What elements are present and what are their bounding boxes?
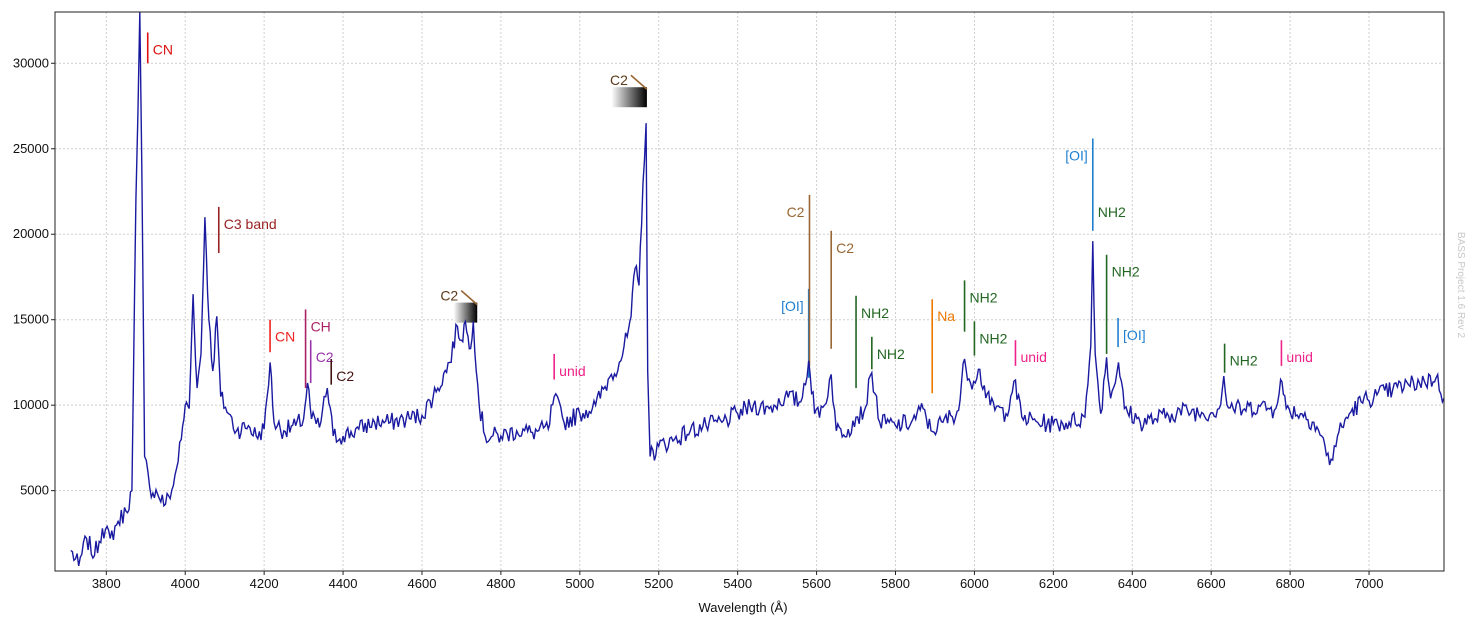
x-tick-label: 4800 xyxy=(486,576,515,591)
annotation-label: [OI] xyxy=(1123,327,1146,343)
x-tick-label: 5400 xyxy=(723,576,752,591)
x-tick-label: 3800 xyxy=(92,576,121,591)
y-axis-ticks: 5000 10000 15000 20000 25000 30000 xyxy=(13,55,55,498)
x-tick-label: 5800 xyxy=(881,576,910,591)
x-tick-label: 6600 xyxy=(1197,576,1226,591)
x-tick-label: 7000 xyxy=(1355,576,1384,591)
y-tick-label: 10000 xyxy=(13,397,49,412)
y-tick-label: 20000 xyxy=(13,226,49,241)
x-tick-label: 5000 xyxy=(565,576,594,591)
annotation-label: NH2 xyxy=(1098,204,1126,220)
annotation-label: NH2 xyxy=(877,346,905,362)
annotation-label: NH2 xyxy=(1230,353,1258,369)
x-tick-label: 6400 xyxy=(1118,576,1147,591)
annotation-label: C2 xyxy=(336,368,354,384)
y-tick-label: 25000 xyxy=(13,141,49,156)
x-tick-label: 4200 xyxy=(250,576,279,591)
x-tick-label: 5200 xyxy=(644,576,673,591)
y-tick-label: 30000 xyxy=(13,55,49,70)
x-tick-label: 6000 xyxy=(960,576,989,591)
annotation-label: C3 band xyxy=(224,216,277,232)
annotation-label: C2 xyxy=(836,240,854,256)
annotation-label: NH2 xyxy=(979,330,1007,346)
annotation-label: [OI] xyxy=(1065,148,1088,164)
x-tick-label: 4000 xyxy=(171,576,200,591)
y-tick-label: 15000 xyxy=(13,312,49,327)
annotation-label: unid xyxy=(1286,349,1312,365)
x-axis-label: Wavelength (Å) xyxy=(698,600,787,615)
x-axis-ticks: 3800 4000 4200 4400 4600 4800 5000 5200 5400 5600… xyxy=(92,571,1384,591)
band-label: C2 xyxy=(440,288,458,304)
x-tick-label: 4600 xyxy=(408,576,437,591)
annotation-label: NH2 xyxy=(1112,264,1140,280)
annotation-label: [OI] xyxy=(781,298,804,314)
band-head-line xyxy=(460,290,478,306)
watermark-text: BASS Project 1.6 Rev 2 xyxy=(1455,232,1466,339)
annotation-label: unid xyxy=(1020,349,1046,365)
grid-lines xyxy=(55,12,1444,571)
annotation-label: Na xyxy=(937,308,955,324)
band-label: C2 xyxy=(610,72,628,88)
x-tick-label: 4400 xyxy=(329,576,358,591)
band-gradient-box xyxy=(453,302,478,323)
band-markers: C2 C2 xyxy=(440,72,648,323)
annotation-label: C2 xyxy=(316,349,334,365)
annotation-label: unid xyxy=(559,363,585,379)
y-tick-label: 5000 xyxy=(20,483,49,498)
annotation-label: CN xyxy=(153,42,173,58)
x-tick-label: 6200 xyxy=(1039,576,1068,591)
band-gradient-box xyxy=(611,87,647,108)
band-head-line xyxy=(630,74,648,90)
plot-frame xyxy=(54,11,1445,572)
x-tick-label: 6800 xyxy=(1276,576,1305,591)
spectrum-line xyxy=(70,11,1445,567)
annotation-label: NH2 xyxy=(970,289,998,305)
annotation-label: C2 xyxy=(787,204,805,220)
x-tick-label: 5600 xyxy=(802,576,831,591)
annotation-label: NH2 xyxy=(861,305,889,321)
annotation-label: CH xyxy=(311,318,331,334)
annotation-label: CN xyxy=(275,329,295,345)
